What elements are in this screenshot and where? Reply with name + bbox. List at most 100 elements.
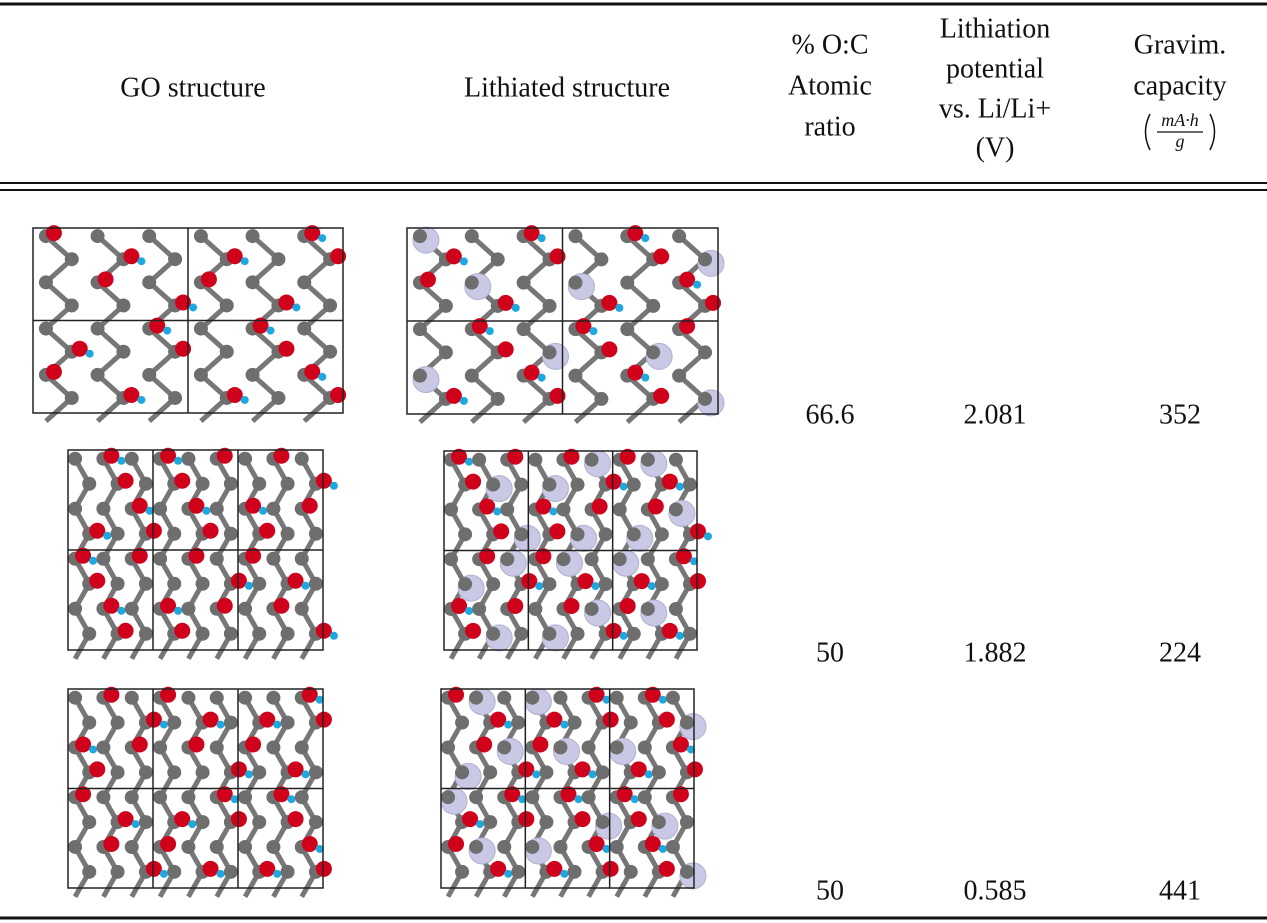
- o-atom: [75, 547, 92, 564]
- h-atom: [103, 531, 112, 540]
- o-atom: [287, 811, 304, 828]
- h-atom: [615, 303, 624, 312]
- c-atom: [651, 765, 666, 780]
- c-atom: [68, 690, 83, 705]
- h-atom: [159, 720, 168, 729]
- h-atom: [292, 303, 301, 312]
- h-atom: [117, 606, 126, 615]
- h-atom: [537, 373, 546, 382]
- c-atom: [542, 345, 557, 360]
- o-atom: [117, 472, 134, 489]
- o-atom: [216, 786, 233, 803]
- c-atom: [90, 321, 105, 336]
- o-atom: [160, 597, 177, 614]
- c-atom: [90, 229, 105, 244]
- o-atom: [507, 448, 524, 465]
- c-atom: [116, 344, 131, 359]
- c-atom: [209, 740, 224, 755]
- o-atom: [490, 860, 507, 877]
- c-atom: [297, 275, 312, 290]
- h-atom: [117, 456, 126, 465]
- o-atom: [507, 597, 524, 614]
- o-atom: [471, 318, 488, 335]
- o-atom: [245, 497, 262, 514]
- o-atom: [97, 271, 114, 288]
- o-atom: [465, 473, 482, 490]
- o-atom: [175, 294, 192, 311]
- c-atom: [82, 815, 97, 830]
- c-atom: [609, 839, 624, 854]
- c-atom: [245, 275, 260, 290]
- o-atom: [644, 686, 661, 703]
- c-atom: [323, 298, 338, 313]
- table-cell: 50: [816, 637, 844, 668]
- c-atom: [525, 790, 540, 805]
- o-atom: [330, 386, 347, 403]
- c-atom: [308, 765, 323, 780]
- o-atom: [672, 736, 689, 753]
- c-atom: [266, 839, 281, 854]
- o-atom: [123, 248, 140, 265]
- c-atom: [280, 715, 295, 730]
- unit-numerator: mA·h: [1161, 110, 1199, 130]
- h-atom: [240, 257, 249, 266]
- c-atom: [455, 864, 470, 879]
- o-atom: [619, 448, 636, 465]
- c-atom: [556, 552, 571, 567]
- c-atom: [464, 368, 479, 383]
- h-atom: [329, 481, 338, 490]
- h-atom: [703, 532, 712, 541]
- h-atom: [301, 770, 310, 779]
- o-atom: [577, 573, 594, 590]
- o-atom: [575, 318, 592, 335]
- h-atom: [202, 506, 211, 515]
- o-atom: [588, 835, 605, 852]
- o-atom: [160, 835, 177, 852]
- c-atom: [167, 765, 182, 780]
- c-atom: [280, 864, 295, 879]
- o-atom: [549, 523, 566, 540]
- o-atom: [602, 711, 619, 728]
- o-atom: [188, 547, 205, 564]
- o-atom: [259, 860, 276, 877]
- o-atom: [630, 761, 647, 778]
- o-atom: [226, 248, 243, 265]
- c-atom: [514, 527, 529, 542]
- c-atom: [567, 864, 582, 879]
- o-atom: [301, 497, 318, 514]
- o-atom: [445, 248, 462, 265]
- c-atom: [181, 839, 196, 854]
- o-atom: [174, 472, 191, 489]
- c-atom: [646, 298, 661, 313]
- c-atom: [497, 690, 512, 705]
- h-atom: [318, 372, 327, 381]
- c-atom: [525, 690, 540, 705]
- o-atom: [252, 317, 269, 334]
- c-atom: [308, 815, 323, 830]
- c-atom: [38, 321, 53, 336]
- o-atom: [479, 498, 496, 515]
- h-atom: [619, 482, 628, 491]
- c-atom: [238, 690, 253, 705]
- o-atom: [89, 522, 106, 539]
- c-atom: [252, 765, 267, 780]
- c-atom: [193, 229, 208, 244]
- c-atom: [698, 252, 713, 267]
- c-atom: [464, 229, 479, 244]
- c-atom: [280, 526, 295, 541]
- c-atom: [570, 477, 585, 492]
- h-atom: [535, 582, 544, 591]
- c-atom: [193, 321, 208, 336]
- o-atom: [679, 271, 696, 288]
- o-atom: [518, 811, 535, 828]
- c-atom: [308, 576, 323, 591]
- c-atom: [668, 452, 683, 467]
- o-atom: [273, 597, 290, 614]
- c-atom: [68, 839, 83, 854]
- c-atom: [620, 322, 635, 337]
- o-atom: [273, 447, 290, 464]
- h-atom: [459, 396, 468, 405]
- header-cell: potential: [946, 53, 1044, 84]
- o-atom: [602, 860, 619, 877]
- h-atom: [689, 557, 698, 566]
